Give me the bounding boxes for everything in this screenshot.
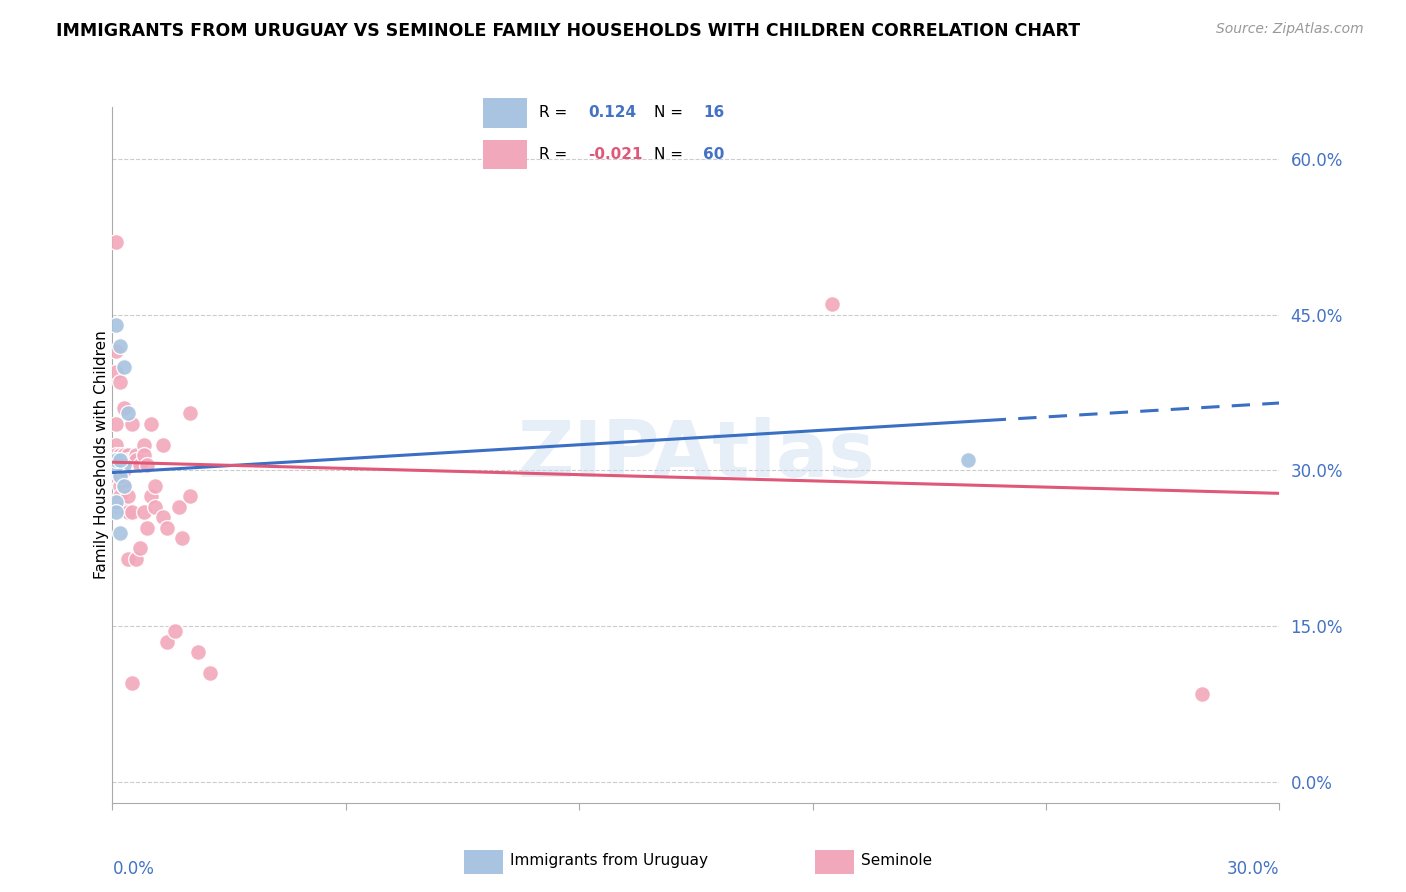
Point <box>105 235 128 249</box>
Point <box>156 520 179 534</box>
Text: Source: ZipAtlas.com: Source: ZipAtlas.com <box>1216 22 1364 37</box>
Point <box>121 453 143 467</box>
Point <box>105 468 128 483</box>
Point <box>112 458 135 473</box>
Point <box>152 437 174 451</box>
Point <box>121 417 143 431</box>
Point <box>117 448 139 462</box>
Bar <box>815 849 855 874</box>
Point <box>110 468 132 483</box>
Point <box>105 417 128 431</box>
Point <box>112 448 135 462</box>
Point <box>132 505 155 519</box>
Point <box>136 520 159 534</box>
Point <box>198 665 221 680</box>
Point <box>110 500 132 514</box>
Point <box>105 494 128 508</box>
Bar <box>484 140 527 169</box>
Point <box>105 458 128 473</box>
Text: 0.0%: 0.0% <box>112 860 155 878</box>
Point <box>112 479 135 493</box>
Point <box>821 297 844 311</box>
Point <box>105 344 128 359</box>
Point <box>110 468 132 483</box>
Point <box>117 551 139 566</box>
Point <box>110 453 132 467</box>
Point <box>156 635 179 649</box>
Point <box>132 448 155 462</box>
Point <box>105 437 128 451</box>
Point <box>105 453 128 467</box>
Text: 30.0%: 30.0% <box>1227 860 1279 878</box>
Point <box>110 525 132 540</box>
Point <box>143 500 166 514</box>
Text: R =: R = <box>538 105 572 120</box>
Point <box>172 531 194 545</box>
Bar <box>484 98 527 128</box>
Text: -0.021: -0.021 <box>589 147 643 162</box>
Text: R =: R = <box>538 147 572 162</box>
Point <box>143 479 166 493</box>
Point <box>141 417 163 431</box>
Point <box>110 339 132 353</box>
Point <box>1191 687 1213 701</box>
Point <box>117 490 139 504</box>
Point <box>110 479 132 493</box>
Text: 60: 60 <box>703 147 724 162</box>
Point <box>105 458 128 473</box>
Point <box>105 453 128 467</box>
Point <box>105 494 128 508</box>
Point <box>117 505 139 519</box>
Text: N =: N = <box>654 147 688 162</box>
Text: 16: 16 <box>703 105 724 120</box>
Point <box>110 453 132 467</box>
Point <box>125 551 148 566</box>
Point <box>110 490 132 504</box>
Point <box>167 500 190 514</box>
Text: Immigrants from Uruguay: Immigrants from Uruguay <box>510 854 707 868</box>
Point <box>112 463 135 477</box>
Point <box>128 458 150 473</box>
Point <box>121 676 143 690</box>
Point <box>121 505 143 519</box>
Point <box>125 448 148 462</box>
Text: N =: N = <box>654 105 688 120</box>
Text: ZIPAtlas: ZIPAtlas <box>517 417 875 493</box>
Point <box>105 318 128 332</box>
Point <box>117 406 139 420</box>
Point <box>132 437 155 451</box>
Text: Seminole: Seminole <box>860 854 932 868</box>
Point <box>105 365 128 379</box>
Point <box>117 453 139 467</box>
Point <box>125 453 148 467</box>
Point <box>110 448 132 462</box>
Point <box>957 453 980 467</box>
Bar <box>464 849 503 874</box>
Point <box>110 458 132 473</box>
Point <box>152 510 174 524</box>
Point <box>179 490 201 504</box>
Point <box>163 624 186 639</box>
Y-axis label: Family Households with Children: Family Households with Children <box>94 331 108 579</box>
Point <box>179 406 201 420</box>
Point <box>112 500 135 514</box>
Point <box>112 359 135 374</box>
Point <box>110 468 132 483</box>
Point <box>187 645 209 659</box>
Point <box>105 505 128 519</box>
Point <box>128 541 150 556</box>
Text: 0.124: 0.124 <box>589 105 637 120</box>
Point <box>110 376 132 390</box>
Point <box>110 458 132 473</box>
Point <box>112 401 135 416</box>
Point <box>105 448 128 462</box>
Point <box>105 453 128 467</box>
Point <box>112 479 135 493</box>
Text: IMMIGRANTS FROM URUGUAY VS SEMINOLE FAMILY HOUSEHOLDS WITH CHILDREN CORRELATION : IMMIGRANTS FROM URUGUAY VS SEMINOLE FAMI… <box>56 22 1080 40</box>
Point <box>136 458 159 473</box>
Point <box>141 490 163 504</box>
